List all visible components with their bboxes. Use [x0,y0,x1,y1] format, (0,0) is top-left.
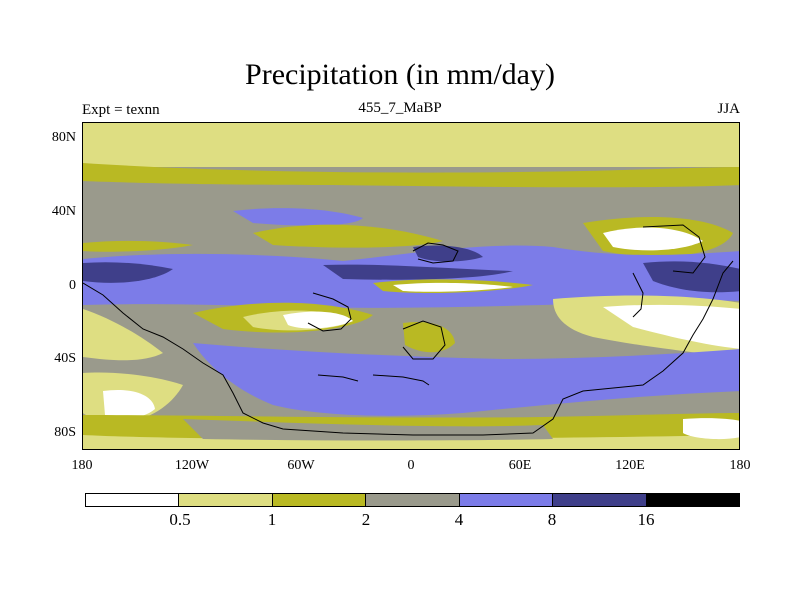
x-tick-label: 180 [71,458,93,473]
experiment-id: 455_7_MaBP [358,100,442,116]
patch-pac-n [83,240,193,252]
colorbar [85,493,740,507]
patch-asia-white [603,227,703,251]
coastline-island-a [317,374,359,382]
x-tick-label: 60E [508,458,532,473]
colorbar-segment [646,494,739,506]
band-north-light [83,123,739,167]
plot-title: Precipitation (in mm/day) [245,58,555,91]
patch-sepac-white [283,311,353,329]
colorbar-label: 16 [637,510,655,529]
coastline-main [83,260,734,436]
patch-wpac-dark [643,261,739,293]
antarctic-white-e [683,418,739,440]
colorbar-label: 0.5 [169,510,191,529]
x-tick-label: 0 [407,458,415,473]
precipitation-map [82,122,740,450]
y-tick-label: 40S [54,351,76,366]
patch-atl-white [393,282,513,292]
coastline-sa [307,292,352,332]
colorbar-label: 8 [547,510,557,529]
southern-storm-track [193,343,739,416]
patch-sahel-dark [413,245,483,262]
y-tick-label: 0 [69,278,76,293]
patch-sa-south-white [103,389,155,419]
y-tick-label: 80N [51,130,76,145]
coastline-indo [632,272,644,318]
coastline-africa-n [412,242,459,264]
colorbar-segment [553,494,647,506]
patch-africa-dark [323,264,513,280]
colorbar-segment [366,494,460,506]
y-tick-label: 80S [54,425,76,440]
colorbar-label: 4 [454,510,464,529]
coastlines [83,224,734,436]
colorbar-label: 2 [361,510,371,529]
map-svg [83,123,739,449]
band-north-yellow [83,163,739,188]
season-label: JJA [717,101,740,117]
patch-sub-n [253,224,443,248]
colorbar-label: 1 [267,510,277,529]
x-tick-label: 180 [729,458,751,473]
x-tick-label: 120W [174,458,210,473]
colorbar-segment [459,494,554,506]
coastline-africa-s [402,320,446,360]
colorbar-segment [272,494,367,506]
x-tick-label: 120E [615,458,645,473]
colorbar-segment [86,494,180,506]
patch-pac-dark-w [83,262,173,283]
y-tick-label: 40N [51,204,76,219]
coastline-island-b [372,374,430,386]
colorbar-segment [179,494,273,506]
experiment-label: Expt = texnn [82,102,160,118]
coastline-asia [642,224,706,274]
patch-na [233,208,363,226]
patch-sa-light [83,309,163,361]
x-tick-label: 60W [287,458,315,473]
